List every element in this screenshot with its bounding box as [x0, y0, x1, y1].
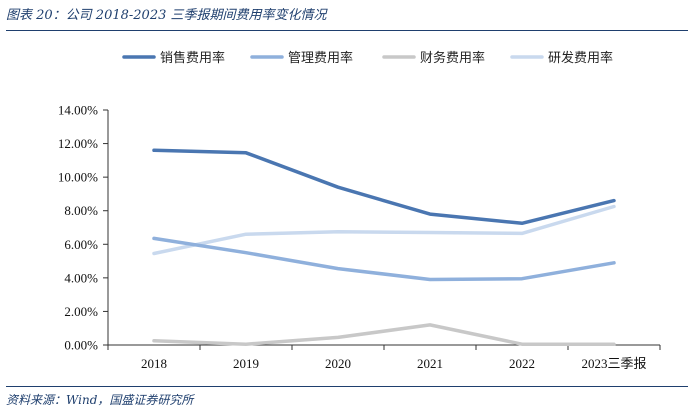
series-line-3 [152, 323, 616, 346]
legend-label: 研发费用率 [548, 50, 613, 66]
legend: 销售费用率 管理费用率 财务费用率 研发费用率 [122, 50, 613, 66]
line-chart: 销售费用率 管理费用率 财务费用率 研发费用率 0.00% 2.00% 4.00% 6.00… [58, 50, 661, 371]
series-lines [152, 148, 616, 346]
y-tick-label: 6.00% [64, 237, 98, 252]
x-tick-label: 2018 [141, 356, 167, 371]
y-tick-label: 8.00% [64, 203, 98, 218]
x-tick-label: 2023三季报 [581, 356, 646, 371]
series-line-2 [152, 236, 616, 282]
bottom-rule [6, 386, 688, 387]
legend-label: 管理费用率 [288, 50, 353, 66]
x-tick-label: 2019 [233, 356, 259, 371]
y-tick-label: 4.00% [64, 270, 98, 285]
y-tick-label: 12.00% [58, 136, 98, 151]
series-line-1 [152, 148, 616, 226]
source-note: 资料来源：Wind，国盛证券研究所 [6, 393, 194, 407]
y-tick-label: 14.00% [58, 103, 98, 118]
y-tick-label: 10.00% [58, 170, 98, 185]
legend-label: 财务费用率 [420, 50, 485, 66]
series-line-4 [152, 204, 616, 256]
top-rule [6, 30, 688, 31]
legend-label: 销售费用率 [160, 50, 225, 66]
y-tick-label: 2.00% [64, 304, 98, 319]
x-tick-label: 2022 [509, 356, 535, 371]
x-tick-label: 2020 [325, 356, 351, 371]
figure-title: 图表 20：公司 2018-2023 三季报期间费用率变化情况 [6, 8, 327, 23]
x-tick-label: 2021 [417, 356, 443, 371]
y-tick-label: 0.00% [64, 338, 98, 353]
axes: 0.00% 2.00% 4.00% 6.00% 8.00% 10.00% 12.00% 14.… [58, 103, 661, 371]
